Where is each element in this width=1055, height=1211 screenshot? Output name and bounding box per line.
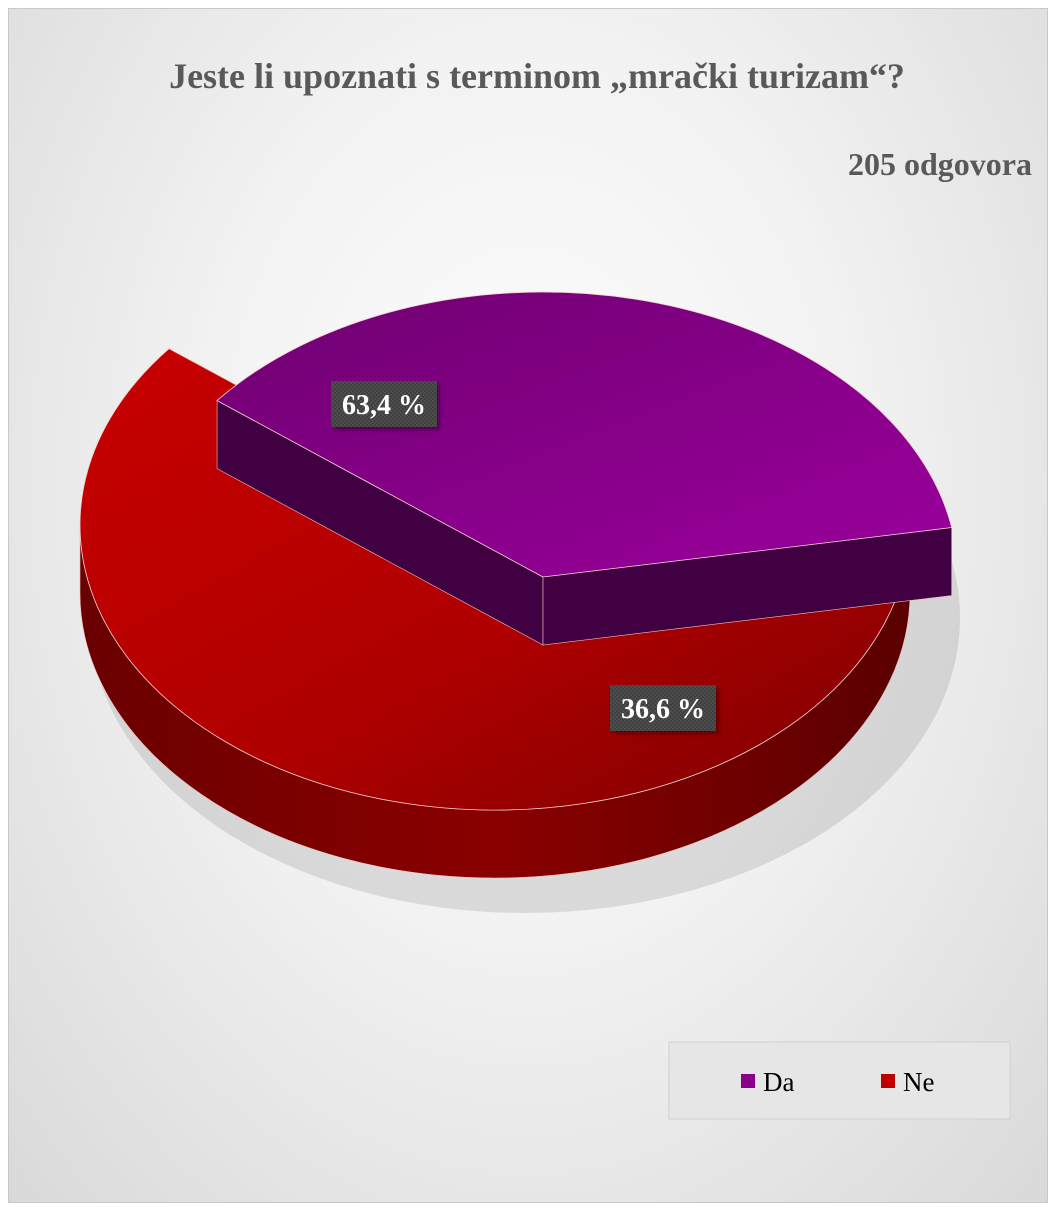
legend-swatch-ne	[881, 1074, 895, 1088]
chart-subtitle: 205 odgovora	[848, 146, 1032, 182]
pie-slice-da	[216, 291, 953, 646]
data-label-ne: 63,4 %	[331, 381, 437, 427]
data-label-da-text: 36,6 %	[621, 694, 705, 725]
chart-title: Jeste li upoznati s terminom „mrački tur…	[169, 56, 905, 96]
legend-label-ne: Ne	[903, 1067, 934, 1097]
legend-swatch-da	[741, 1074, 755, 1088]
legend-label-da: Da	[763, 1067, 794, 1097]
pie-slice-da-top	[216, 291, 953, 578]
data-label-da: 36,6 %	[610, 685, 716, 731]
legend: Da Ne	[668, 1041, 1011, 1120]
legend-item-ne: Ne	[881, 1067, 934, 1097]
data-label-ne-text: 63,4 %	[342, 390, 426, 421]
legend-item-da: Da	[741, 1067, 794, 1097]
